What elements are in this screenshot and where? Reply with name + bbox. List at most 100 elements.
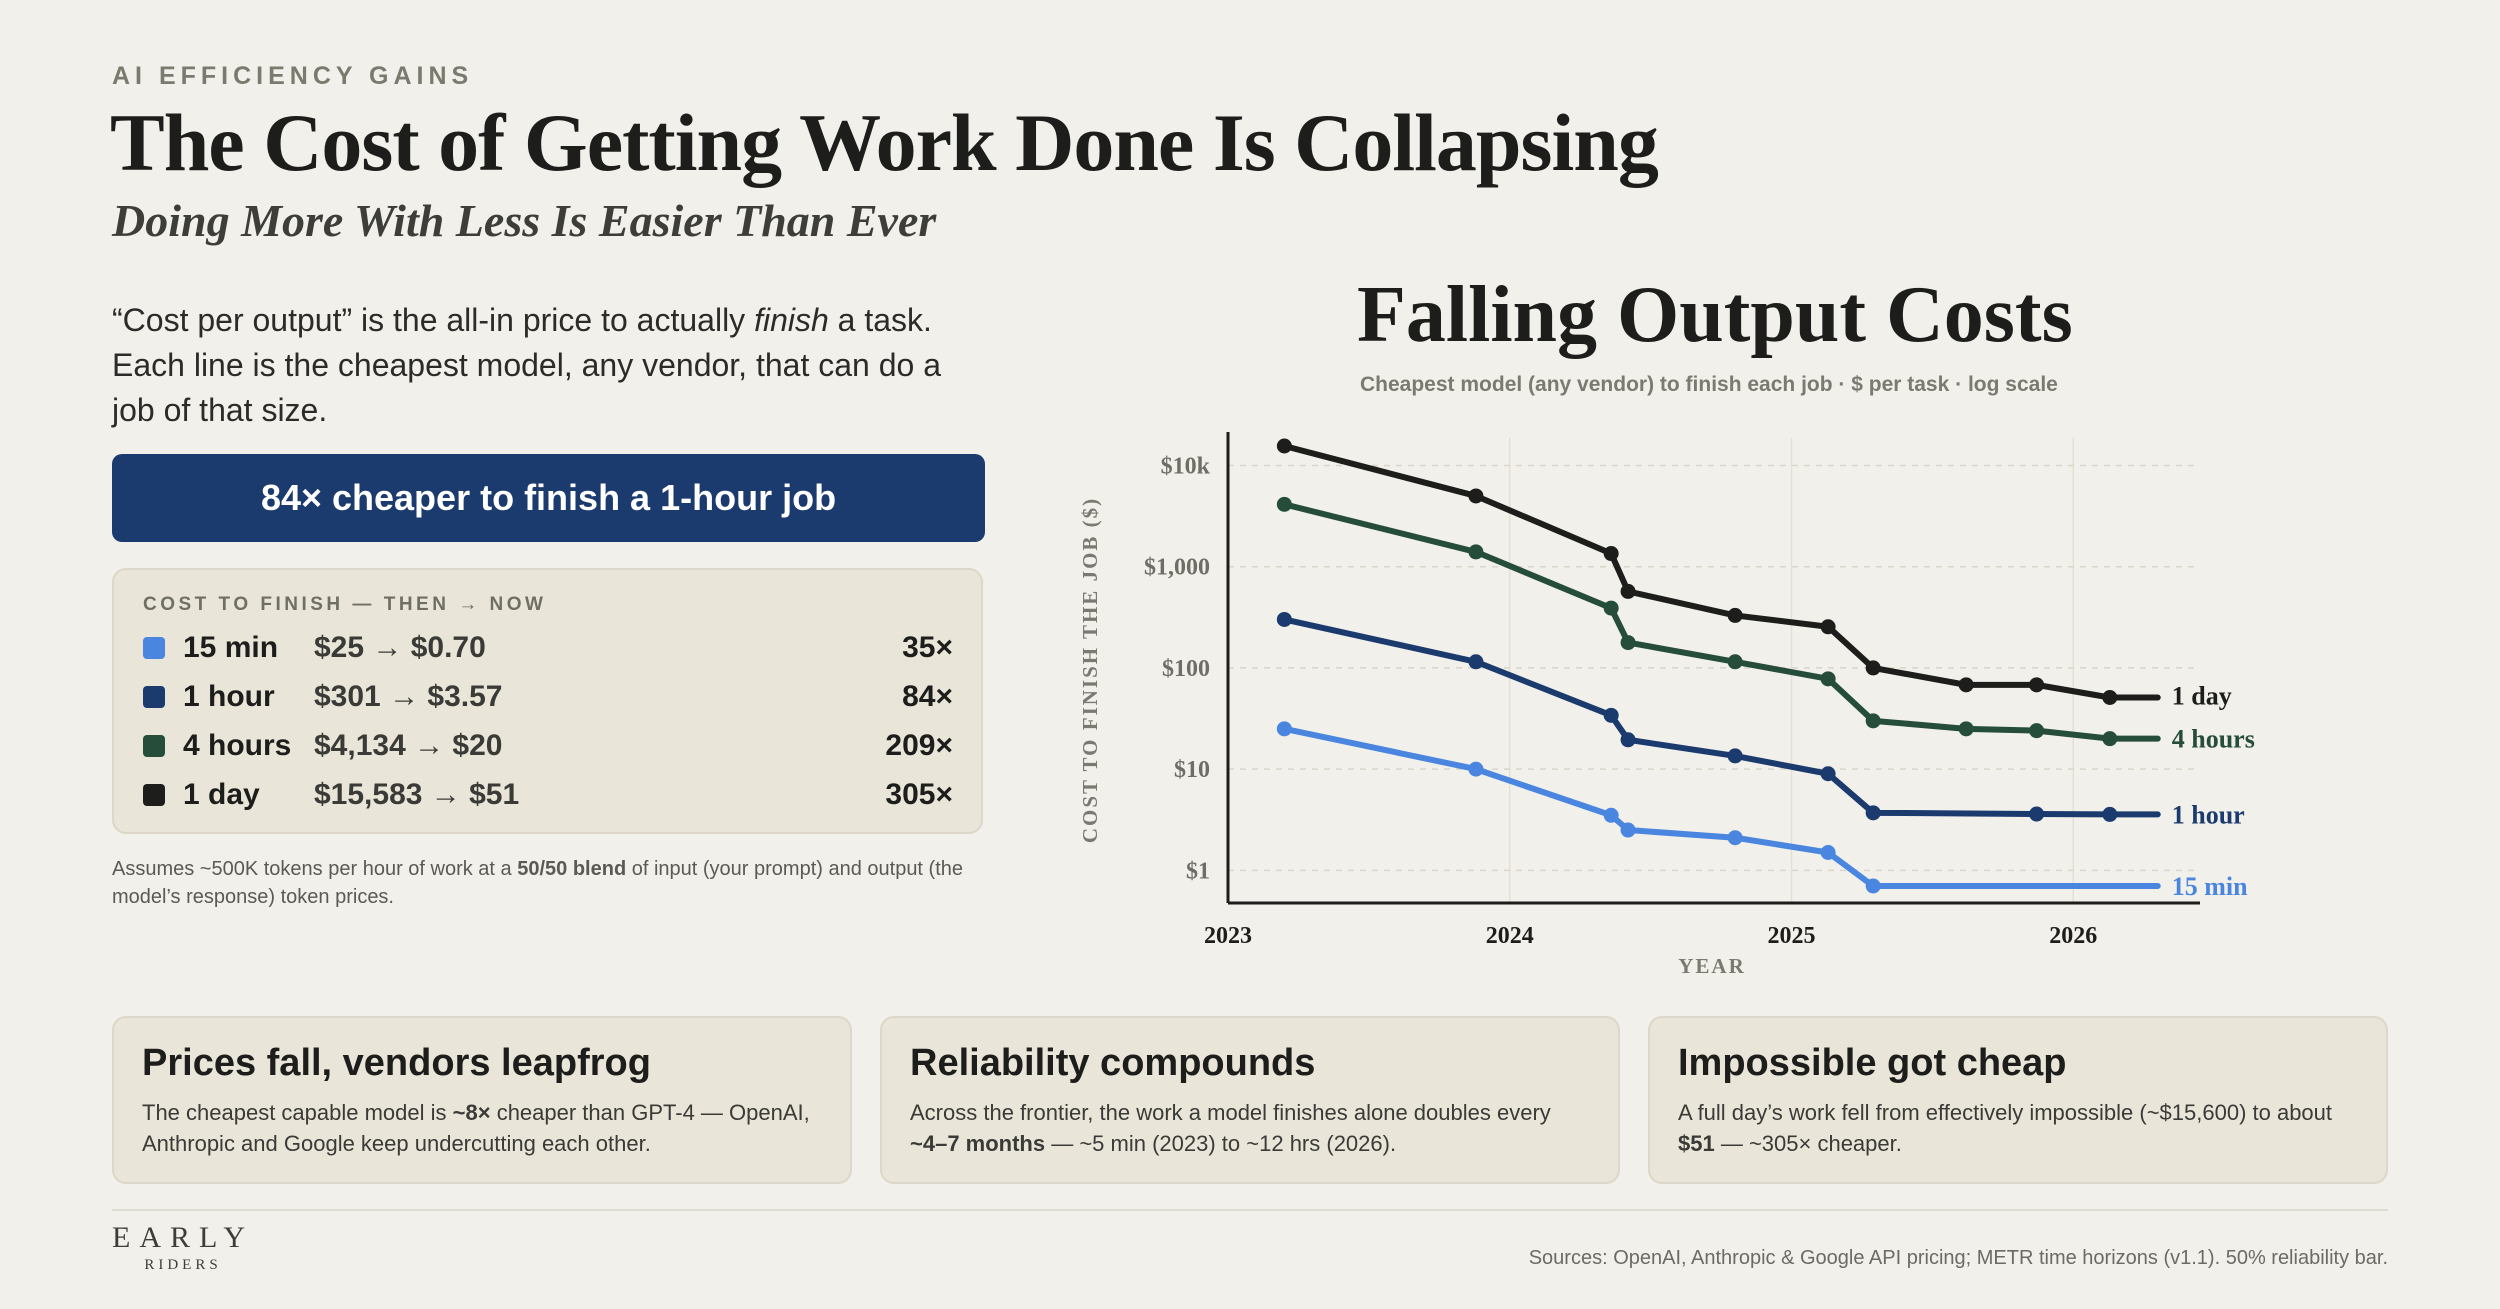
data-point	[1276, 438, 1292, 454]
data-point	[1276, 721, 1292, 737]
headline-banner: 84× cheaper to finish a 1-hour job	[112, 454, 985, 542]
data-point	[1276, 496, 1292, 512]
chart-subtitle: Cheapest model (any vendor) to finish ea…	[1360, 373, 2058, 396]
data-point	[1620, 583, 1636, 599]
cost-row-size: 15 min	[183, 631, 279, 664]
series-line	[1281, 501, 2161, 742]
y-axis-title: COST TO FINISH THE JOB ($)	[1078, 497, 1102, 843]
data-point	[1820, 619, 1836, 635]
cost-row-1-day: 1 day $15,583 → $51 305×	[143, 773, 953, 817]
legend-swatch	[143, 686, 165, 708]
data-point	[2102, 731, 2118, 747]
x-tick-label: 2023	[1204, 923, 1252, 949]
data-point	[2102, 690, 2118, 706]
cost-row-multiplier: 209×	[885, 729, 953, 762]
footnote-text-end: of input (your prompt) and output (the m…	[112, 858, 964, 908]
x-tick-label: 2025	[1767, 923, 1815, 949]
data-point	[1620, 822, 1636, 838]
cost-row-4-hours: 4 hours $4,134 → $20 209×	[143, 724, 953, 768]
data-point	[2029, 806, 2045, 822]
data-point	[2102, 806, 2118, 822]
card-text-end: cheaper than GPT-4 — OpenAI, Anthropic a…	[142, 1100, 810, 1156]
y-tick-label: $1,000	[1144, 555, 1210, 581]
card-bold: $51	[1678, 1131, 1715, 1156]
data-point	[1820, 766, 1836, 782]
y-tick-label: $1	[1186, 858, 1210, 884]
footnote-text-start: Assumes ~500K tokens per hour of work at…	[112, 858, 518, 880]
footnote-bold: 50/50 blend	[517, 858, 627, 880]
data-point	[1603, 600, 1619, 616]
y-tick-label: $100	[1162, 656, 1210, 682]
card-title: Impossible got cheap	[1678, 1042, 2067, 1084]
data-point	[1727, 748, 1743, 764]
page-subtitle: Doing More With Less Is Easier Than Ever	[112, 195, 937, 246]
cost-row-range: $25 → $0.70	[314, 631, 486, 664]
card-text-start: The cheapest capable model is	[142, 1100, 453, 1125]
cost-row-range: $4,134 → $20	[314, 729, 503, 762]
data-point	[2029, 723, 2045, 739]
card-body: The cheapest capable model is ~8× cheape…	[142, 1097, 822, 1159]
logo-wordmark-top: EARLY	[112, 1221, 254, 1254]
data-point	[1865, 805, 1881, 821]
data-point	[1727, 607, 1743, 623]
series-line	[1281, 725, 2161, 889]
legend-swatch	[143, 784, 165, 806]
data-point	[1603, 546, 1619, 562]
assumption-footnote: Assumes ~500K tokens per hour of work at…	[112, 855, 992, 911]
cost-row-multiplier: 84×	[902, 680, 953, 713]
cost-row-size: 1 day	[183, 778, 260, 811]
logo-wordmark-bottom: RIDERS	[144, 1257, 222, 1273]
series-line	[1281, 616, 2161, 818]
card-title: Reliability compounds	[910, 1042, 1316, 1084]
insight-card-prices: Prices fall, vendors leapfrog The cheape…	[112, 1016, 852, 1184]
series-label: 1 day	[2172, 682, 2232, 711]
x-tick-label: 2026	[2049, 923, 2097, 949]
page-title: The Cost of Getting Work Done Is Collaps…	[110, 97, 1659, 188]
data-point	[1468, 654, 1484, 670]
card-text-start: A full day’s work fell from effectively …	[1678, 1100, 2333, 1125]
y-tick-label: $10k	[1161, 453, 1211, 479]
cost-row-size: 4 hours	[183, 729, 292, 762]
data-point	[1620, 635, 1636, 651]
cost-to-finish-panel: COST TO FINISH — THEN → NOW 15 min $25 →…	[112, 568, 983, 834]
cost-panel-label: COST TO FINISH — THEN → NOW	[143, 594, 547, 615]
cost-row-size: 1 hour	[183, 680, 275, 713]
insight-card-impossible: Impossible got cheap A full day’s work f…	[1648, 1016, 2388, 1184]
card-body: Across the frontier, the work a model fi…	[910, 1097, 1590, 1159]
data-point	[1727, 654, 1743, 670]
card-title: Prices fall, vendors leapfrog	[142, 1042, 651, 1084]
card-bold: ~8×	[452, 1100, 491, 1125]
y-tick-label: $10	[1174, 757, 1210, 783]
data-point	[1865, 878, 1881, 894]
data-point	[1958, 677, 1974, 693]
legend-swatch	[143, 735, 165, 757]
intro-text-end: a task. Each line is the cheapest model,…	[112, 302, 941, 428]
card-text-end: — ~305× cheaper.	[1714, 1131, 1902, 1156]
cost-line-chart: COST TO FINISH THE JOB ($) YEAR $1 $10 $10…	[1078, 432, 2255, 978]
data-point	[1468, 544, 1484, 560]
data-point	[1727, 830, 1743, 846]
x-tick-label: 2024	[1486, 923, 1534, 949]
sources-note: Sources: OpenAI, Anthropic & Google API …	[1528, 1247, 2388, 1269]
data-point	[1603, 807, 1619, 823]
intro-emphasis: finish	[754, 302, 829, 338]
series-label: 4 hours	[2172, 725, 2255, 754]
data-point	[1865, 660, 1881, 676]
card-bold: ~4–7 months	[910, 1131, 1046, 1156]
data-point	[1468, 488, 1484, 504]
data-point	[1620, 732, 1636, 748]
insight-card-reliability: Reliability compounds Across the frontie…	[880, 1016, 1620, 1184]
series-label: 1 hour	[2172, 800, 2245, 829]
cost-row-15-min: 15 min $25 → $0.70 35×	[143, 626, 953, 670]
data-point	[1958, 721, 1974, 737]
footer-divider	[112, 1209, 2388, 1211]
cost-row-range: $15,583 → $51	[314, 778, 520, 811]
card-body: A full day’s work fell from effectively …	[1678, 1097, 2358, 1159]
series-label: 15 min	[2172, 872, 2248, 901]
data-point	[1865, 713, 1881, 729]
data-point	[1603, 707, 1619, 723]
cost-row-1-hour: 1 hour $301 → $3.57 84×	[143, 675, 953, 719]
card-text-start: Across the frontier, the work a model fi…	[910, 1100, 1551, 1125]
chart-title: Falling Output Costs	[1357, 271, 2073, 359]
intro-paragraph: “Cost per output” is the all-in price to…	[112, 298, 992, 433]
